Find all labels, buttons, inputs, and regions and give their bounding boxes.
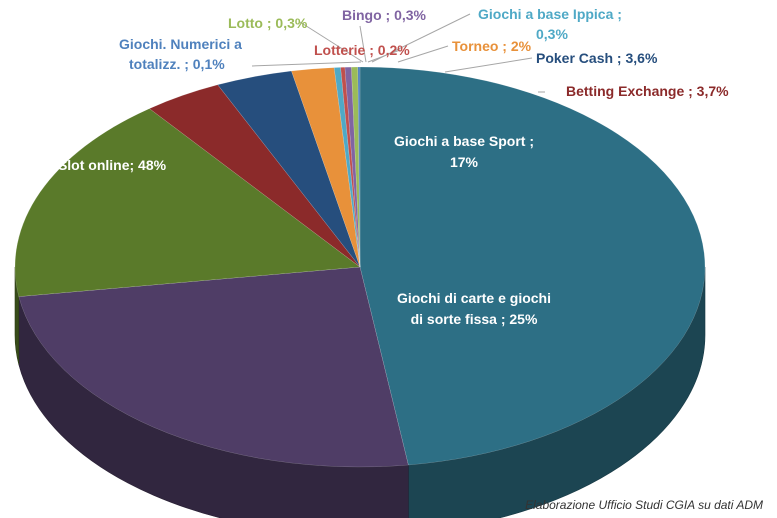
slice-lotto [351,66,361,268]
label-bingo: Bingo ; 0,3% [342,7,427,23]
pie-slices [14,66,706,468]
label-giochi-di-carte-e-giochi-di-sorte-fissa: Giochi di carte e giochi di sorte fissa ;… [397,290,551,327]
label-betting-exchange: Betting Exchange ; 3,7% [566,83,729,99]
leader-line-poker-cash [444,57,533,73]
leader-line-bingo [359,25,367,63]
label-lotto: Lotto ; 0,3% [228,15,308,31]
leader-lines [251,13,545,93]
leader-line-lotto [299,21,364,63]
slice-giochi-a-base-sport [14,108,361,297]
label-giochi-numerici-a-totalizz: Giochi. Numerici a totalizz. ; 0,1% [119,36,242,72]
slice-slot-online [359,66,706,466]
slice-giochi-numerici-a-totalizz [357,66,361,268]
slice-betting-exchange [149,84,361,268]
slice-giochi-a-base-ippica [333,67,361,268]
slice-lotterie [340,66,361,268]
slice-labels: Slot online; 48% Giochi di carte e giochi… [58,6,729,327]
label-lotterie: Lotterie ; 0,2% [314,42,410,58]
slice-poker-cash [217,70,361,268]
leader-line-torneo [397,45,449,63]
slice-giochi-di-carte-e-giochi-di-sorte-fissa [18,266,409,468]
slice-torneo [291,67,361,268]
label-torneo: Torneo ; 2% [452,38,532,54]
label-giochi-a-base-ippica: Giochi a base Ippica ; 0,3% [478,6,622,42]
leader-line-lotterie [367,49,401,63]
label-giochi-a-base-sport: Giochi a base Sport ; 17% [394,133,534,170]
label-slot-online: Slot online; 48% [58,157,167,173]
source-note: Elaborazione Ufficio Studi CGIA su dati … [525,498,763,512]
slice-bingo [344,66,361,268]
label-poker-cash: Poker Cash ; 3,6% [536,50,658,66]
leader-line-giochi-numerici-a-totalizz [251,61,362,67]
